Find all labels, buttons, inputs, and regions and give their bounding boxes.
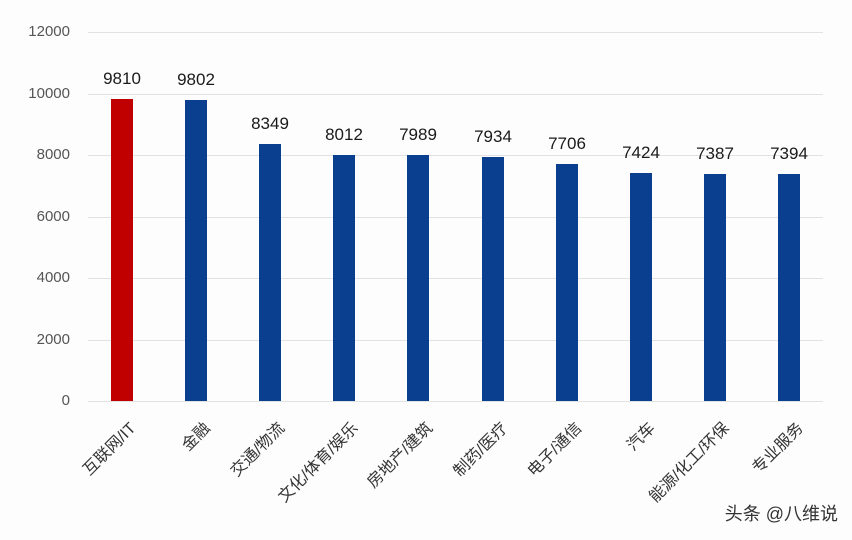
gridline: [88, 155, 823, 156]
gridline: [88, 278, 823, 279]
watermark: 头条 @八维说: [724, 504, 838, 524]
x-axis-category-label: 金融: [179, 419, 214, 455]
x-axis-category-label: 汽车: [624, 419, 659, 455]
bar: [778, 174, 800, 401]
gridline: [88, 340, 823, 341]
y-axis-tick-label: 10000: [28, 85, 70, 102]
x-axis-category-label: 交通/物流: [227, 419, 289, 481]
x-axis-category-label: 电子/通信: [524, 419, 586, 481]
bar: [704, 174, 726, 401]
gridline: [88, 217, 823, 218]
y-axis-tick-label: 12000: [28, 23, 70, 40]
gridline: [88, 401, 823, 402]
y-axis-tick-label: 4000: [36, 269, 70, 286]
bar: [333, 155, 355, 401]
data-label: 7934: [474, 127, 512, 146]
data-label: 7424: [622, 143, 660, 162]
bar: [482, 157, 504, 401]
y-axis-tick-label: 2000: [36, 331, 70, 348]
data-label: 9810: [103, 69, 141, 88]
data-label: 7387: [696, 144, 734, 163]
x-axis-category-label: 制药/医疗: [450, 419, 512, 481]
data-label: 8012: [325, 125, 363, 144]
x-axis-category-label: 专业服务: [749, 419, 807, 478]
bar: [259, 144, 281, 401]
data-label: 7394: [770, 144, 808, 163]
bar: [407, 155, 429, 401]
bar: [111, 99, 133, 401]
data-label: 9802: [177, 70, 215, 89]
data-label: 7706: [548, 134, 586, 153]
gridline: [88, 32, 823, 33]
x-axis-category-label: 互联网/IT: [80, 419, 140, 479]
bar: [556, 164, 578, 401]
y-axis-tick-label: 0: [61, 392, 70, 409]
bar: [630, 173, 652, 401]
bar: [185, 100, 207, 401]
data-label: 8349: [251, 114, 289, 133]
data-label: 7989: [399, 125, 437, 144]
y-axis-tick-label: 6000: [36, 208, 70, 225]
gridline: [88, 94, 823, 95]
y-axis-tick-label: 8000: [36, 146, 70, 163]
x-axis-category-label: 房地产/建筑: [364, 419, 437, 492]
